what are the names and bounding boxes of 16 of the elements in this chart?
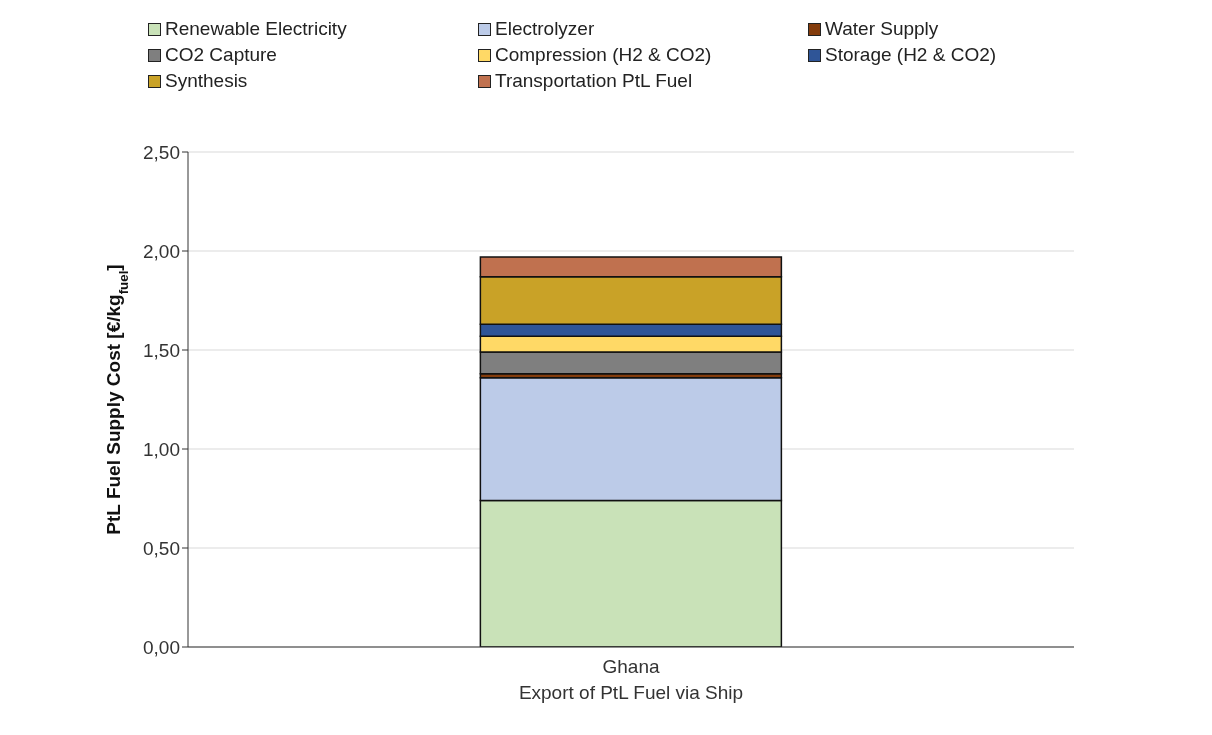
legend-label: Compression (H2 & CO2) [495, 44, 712, 66]
legend-label: Electrolyzer [495, 18, 595, 40]
legend-label: Water Supply [825, 18, 939, 40]
y-tick-label: 2,00 [143, 240, 180, 262]
y-tick-label: 1,50 [143, 339, 180, 361]
x-tick-label: Ghana [602, 656, 660, 677]
legend-label: Transportation PtL Fuel [495, 70, 693, 92]
legend-label: Synthesis [165, 70, 248, 92]
legend-label: Storage (H2 & CO2) [825, 44, 997, 66]
y-tick-label: 0,50 [143, 537, 180, 559]
x-axis-title: Export of PtL Fuel via Ship [518, 682, 744, 703]
y-tick-label: 2,50 [143, 141, 180, 163]
legend-label: Renewable Electricity [165, 18, 347, 40]
y-tick-label: 0,00 [143, 636, 180, 658]
legend-label: CO2 Capture [165, 44, 277, 66]
y-tick-label: 1,00 [143, 438, 180, 460]
